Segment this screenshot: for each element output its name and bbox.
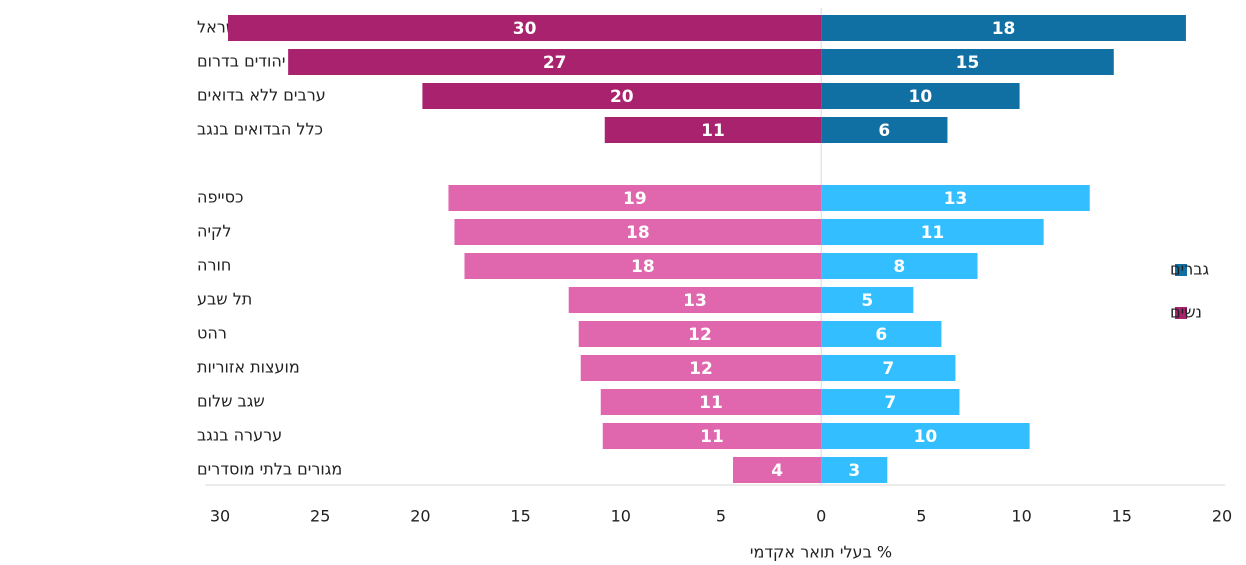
bar (733, 457, 822, 483)
value-label: 6 (878, 121, 890, 141)
category-label: יהודים בדרום (197, 52, 285, 71)
bar (821, 423, 1030, 449)
x-tick-label: 20 (1212, 507, 1232, 526)
bar (821, 389, 960, 415)
bar (288, 49, 822, 75)
value-label: 3 (848, 461, 860, 481)
value-label: 13 (683, 291, 707, 311)
value-label: 4 (771, 461, 783, 481)
category-label: שגב שלום (197, 392, 265, 411)
bar (821, 185, 1090, 211)
bar (448, 185, 822, 211)
value-label: 18 (631, 257, 655, 277)
bar (821, 321, 942, 347)
x-axis-title: % בעלי תואר אקדמי (750, 543, 892, 562)
bar (821, 219, 1044, 245)
x-tick-label: 15 (1112, 507, 1132, 526)
x-tick-label: 30 (210, 507, 230, 526)
value-label: 18 (626, 223, 650, 243)
value-label: 5 (861, 291, 873, 311)
legend-label: גברים (1170, 260, 1209, 279)
bar (422, 83, 822, 109)
x-tick-label: 10 (1011, 507, 1031, 526)
legend-swatch (1175, 264, 1187, 276)
bar (821, 253, 978, 279)
category-label: רהט (197, 324, 227, 343)
bar (821, 117, 948, 143)
category-label: מועצות אזוריות (197, 358, 300, 377)
bar (454, 219, 822, 245)
x-tick-label: 25 (310, 507, 330, 526)
x-tick-label: 20 (410, 507, 430, 526)
category-label: כסייפה (197, 188, 243, 207)
value-label: 8 (893, 257, 905, 277)
value-label: 10 (909, 87, 933, 107)
x-tick-label: 0 (816, 507, 826, 526)
bar (604, 117, 822, 143)
x-tick-label: 5 (716, 507, 726, 526)
category-label: תל שבע (197, 290, 252, 309)
value-label: 10 (914, 427, 938, 447)
bar (821, 83, 1020, 109)
value-label: 20 (610, 87, 634, 107)
x-tick-label: 5 (916, 507, 926, 526)
bar (568, 287, 822, 313)
category-label: ערבים ללא בדואים (197, 86, 326, 105)
value-label: 11 (699, 393, 723, 413)
category-label: לקיה (197, 222, 231, 241)
x-tick-label: 15 (510, 507, 530, 526)
legend-swatch (1175, 307, 1187, 319)
value-label: 7 (882, 359, 894, 379)
legend-label: נשים (1170, 303, 1202, 322)
bar (600, 389, 822, 415)
bar (580, 355, 822, 381)
value-label: 13 (944, 189, 968, 209)
value-label: 6 (875, 325, 887, 345)
bar (821, 15, 1186, 41)
category-label: מגורים בלתי מוסדרים (197, 460, 342, 479)
value-label: 11 (701, 121, 725, 141)
value-label: 30 (513, 19, 537, 39)
category-label: ערערה בנגב (197, 426, 282, 445)
category-label: חורה (197, 256, 231, 275)
bar (821, 49, 1114, 75)
value-label: 15 (956, 53, 980, 73)
bar (228, 15, 822, 41)
value-label: 12 (688, 325, 712, 345)
value-label: 18 (992, 19, 1016, 39)
bar (821, 355, 956, 381)
value-label: 27 (543, 53, 567, 73)
bar (578, 321, 822, 347)
bar (602, 423, 822, 449)
x-tick-label: 10 (611, 507, 631, 526)
value-label: 11 (921, 223, 945, 243)
value-label: 11 (700, 427, 724, 447)
value-label: 7 (884, 393, 896, 413)
value-label: 12 (689, 359, 713, 379)
value-label: 19 (623, 189, 647, 209)
bar (821, 287, 914, 313)
category-label: כלל הבדואים בנגב (197, 120, 323, 139)
bar (464, 253, 822, 279)
bar (821, 457, 888, 483)
